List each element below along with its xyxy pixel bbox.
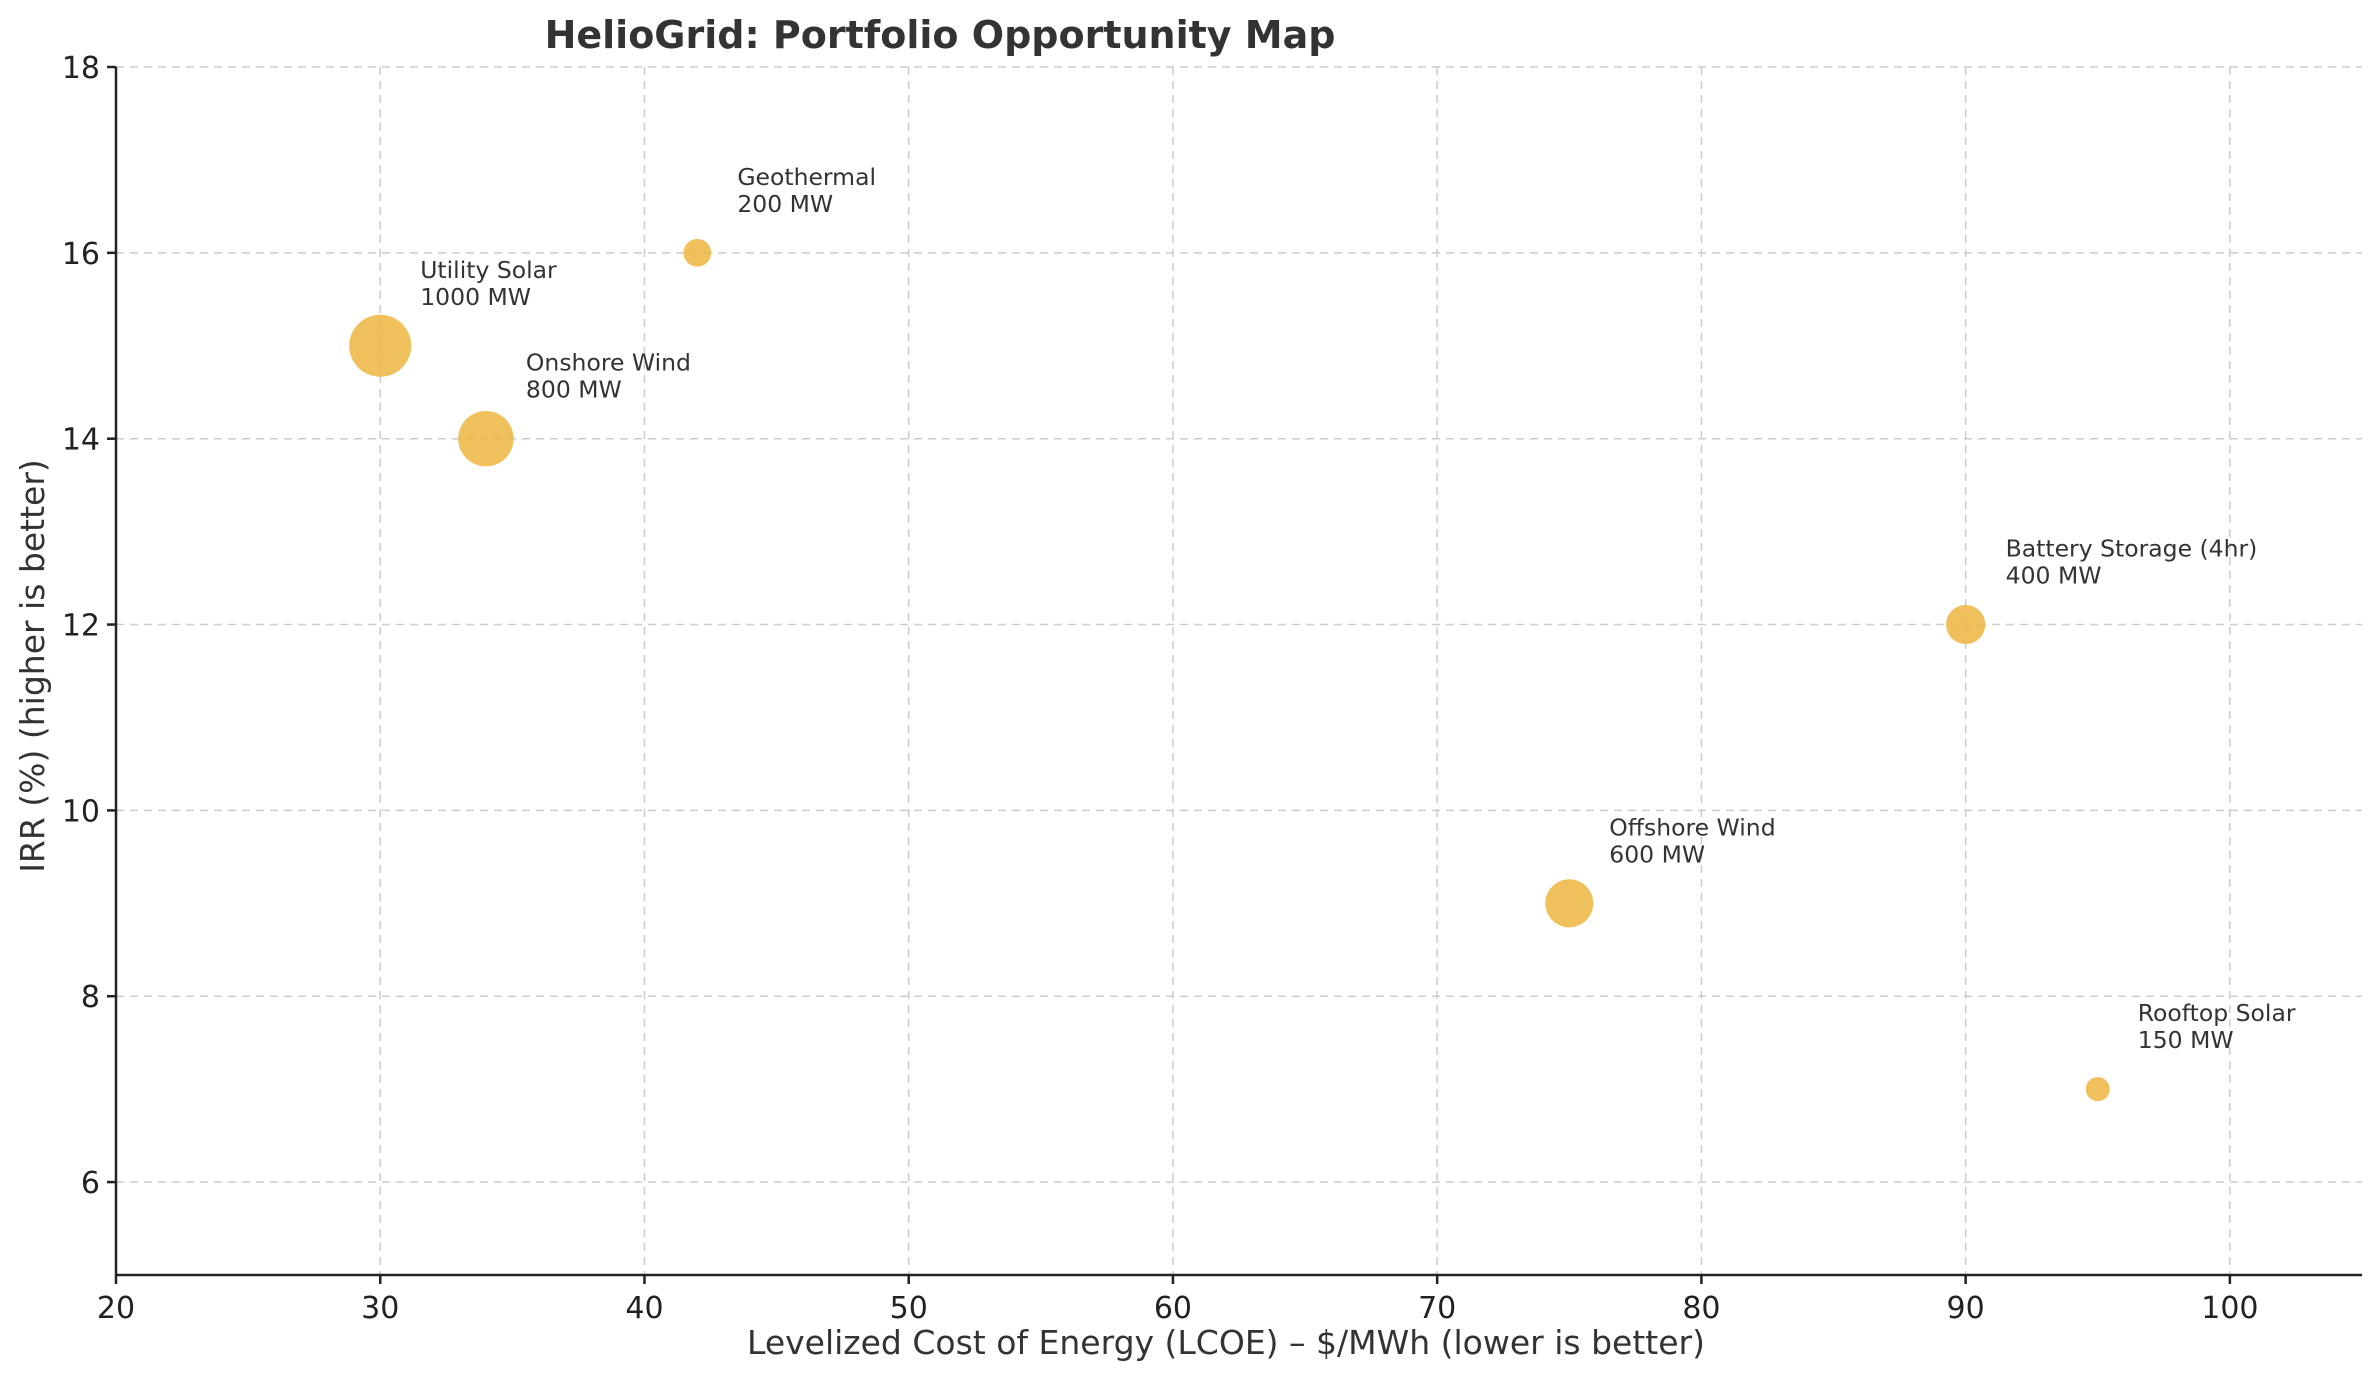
point-capacity-label: 150 MW (2138, 1026, 2234, 1054)
y-tick-label: 6 (81, 1166, 100, 1201)
point-capacity-label: 800 MW (526, 376, 622, 404)
point-name-label: Utility Solar (420, 256, 557, 284)
bubble-utility-solar (349, 314, 412, 377)
bubble-geothermal (683, 238, 712, 267)
point-name-label: Onshore Wind (526, 349, 691, 377)
bubble-offshore-wind (1545, 879, 1594, 928)
point-name-label: Offshore Wind (1609, 813, 1775, 841)
y-tick-label: 10 (62, 794, 100, 829)
x-tick-label: 100 (2201, 1291, 2258, 1326)
y-tick-label: 14 (62, 423, 100, 458)
y-axis-label: IRR (%) (higher is better) (13, 459, 52, 873)
x-axis-label: Levelized Cost of Energy (LCOE) – $/MWh … (747, 1323, 1705, 1362)
x-tick-label: 50 (890, 1291, 928, 1326)
x-tick-label: 20 (97, 1291, 135, 1326)
y-tick-label: 12 (62, 609, 100, 644)
point-name-label: Geothermal (737, 163, 876, 191)
data-points (349, 238, 2110, 1102)
point-name-label: Rooftop Solar (2138, 999, 2296, 1027)
bubble-rooftop-solar (2085, 1077, 2110, 1102)
x-tick-label: 90 (1947, 1291, 1985, 1326)
axes: 20 30 40 50 60 70 80 90 100 6 8 10 12 14 16 18 (62, 51, 2362, 1326)
x-tick-label: 40 (625, 1291, 663, 1326)
y-tick-label: 16 (62, 237, 100, 272)
bubble-battery-storage-4hr (1946, 604, 1986, 645)
x-tick-label: 70 (1418, 1291, 1456, 1326)
point-capacity-label: 400 MW (2006, 562, 2102, 590)
point-name-label: Battery Storage (4hr) (2006, 535, 2258, 563)
y-tick-label: 18 (62, 51, 100, 86)
point-capacity-label: 600 MW (1609, 840, 1705, 868)
bubble-onshore-wind (458, 410, 514, 467)
x-tick-label: 60 (1154, 1291, 1192, 1326)
y-tick-label: 8 (81, 980, 100, 1015)
point-capacity-label: 200 MW (737, 190, 833, 218)
point-capacity-label: 1000 MW (420, 283, 531, 311)
chart-title: HelioGrid: Portfolio Opportunity Map (545, 13, 1336, 57)
x-tick-label: 80 (1682, 1291, 1720, 1326)
grid (116, 66, 2362, 1275)
x-tick-label: 30 (361, 1291, 399, 1326)
